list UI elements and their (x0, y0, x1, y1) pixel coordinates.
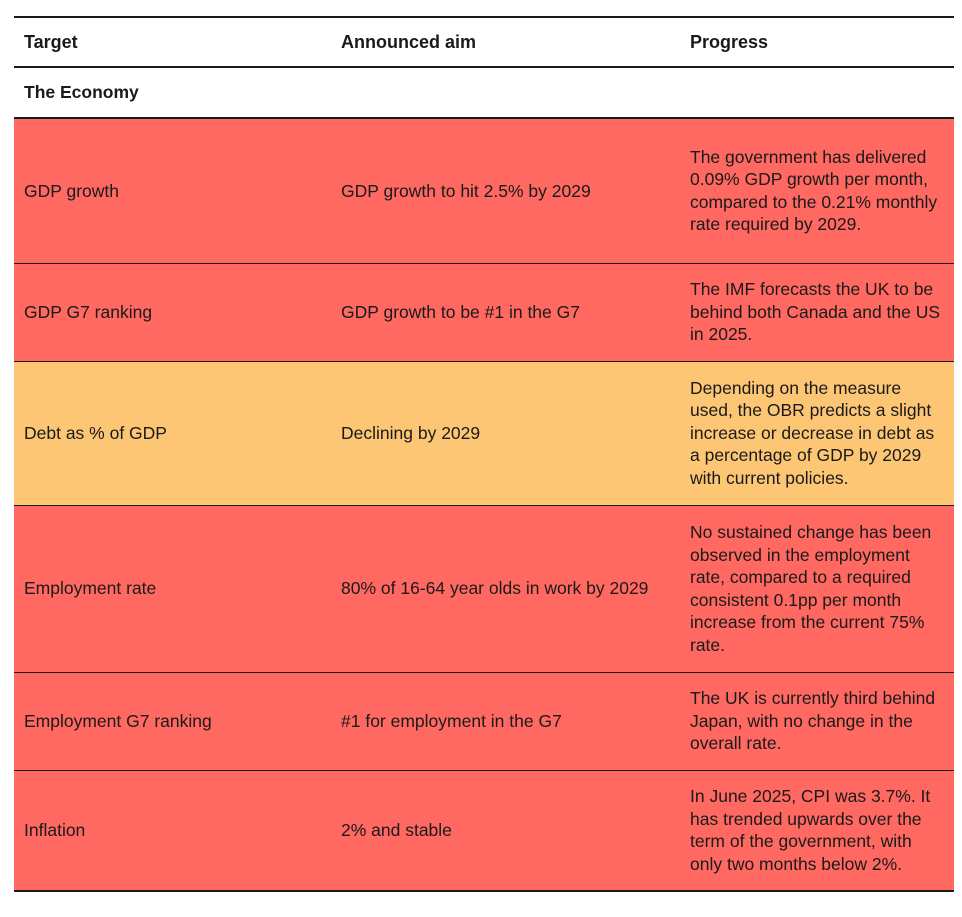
table-row: Inflation 2% and stable In June 2025, CP… (14, 770, 954, 892)
header-target: Target (14, 16, 331, 68)
cell-aim: #1 for employment in the G7 (331, 672, 680, 771)
cell-progress: No sustained change has been observed in… (680, 505, 954, 673)
table-row: GDP growth GDP growth to hit 2.5% by 202… (14, 118, 954, 264)
cell-aim: GDP growth to be #1 in the G7 (331, 263, 680, 362)
cell-aim: 2% and stable (331, 770, 680, 892)
header-announced-aim: Announced aim (331, 16, 680, 68)
cell-progress: The IMF forecasts the UK to be behind bo… (680, 263, 954, 362)
cell-aim: 80% of 16-64 year olds in work by 2029 (331, 505, 680, 673)
cell-target: Debt as % of GDP (14, 361, 331, 506)
targets-table: Target Announced aim Progress The Econom… (14, 16, 954, 892)
cell-progress: The UK is currently third behind Japan, … (680, 672, 954, 771)
table-row: Debt as % of GDP Declining by 2029 Depen… (14, 361, 954, 506)
table-row: Employment G7 ranking #1 for employment … (14, 672, 954, 771)
header-row: Target Announced aim Progress (14, 16, 954, 68)
targets-table-container: Target Announced aim Progress The Econom… (14, 16, 954, 892)
cell-target: Employment rate (14, 505, 331, 673)
cell-aim: GDP growth to hit 2.5% by 2029 (331, 118, 680, 264)
cell-progress: Depending on the measure used, the OBR p… (680, 361, 954, 506)
cell-progress: The government has delivered 0.09% GDP g… (680, 118, 954, 264)
cell-target: Employment G7 ranking (14, 672, 331, 771)
cell-target: Inflation (14, 770, 331, 892)
cell-target: GDP G7 ranking (14, 263, 331, 362)
cell-progress: In June 2025, CPI was 3.7%. It has trend… (680, 770, 954, 892)
table-body: The Economy GDP growth GDP growth to hit… (14, 67, 954, 892)
table-row: Employment rate 80% of 16-64 year olds i… (14, 505, 954, 673)
table-row: GDP G7 ranking GDP growth to be #1 in th… (14, 263, 954, 362)
cell-target: GDP growth (14, 118, 331, 264)
cell-aim: Declining by 2029 (331, 361, 680, 506)
table-header: Target Announced aim Progress (14, 16, 954, 68)
header-progress: Progress (680, 16, 954, 68)
section-title: The Economy (14, 67, 954, 119)
section-row: The Economy (14, 67, 954, 119)
